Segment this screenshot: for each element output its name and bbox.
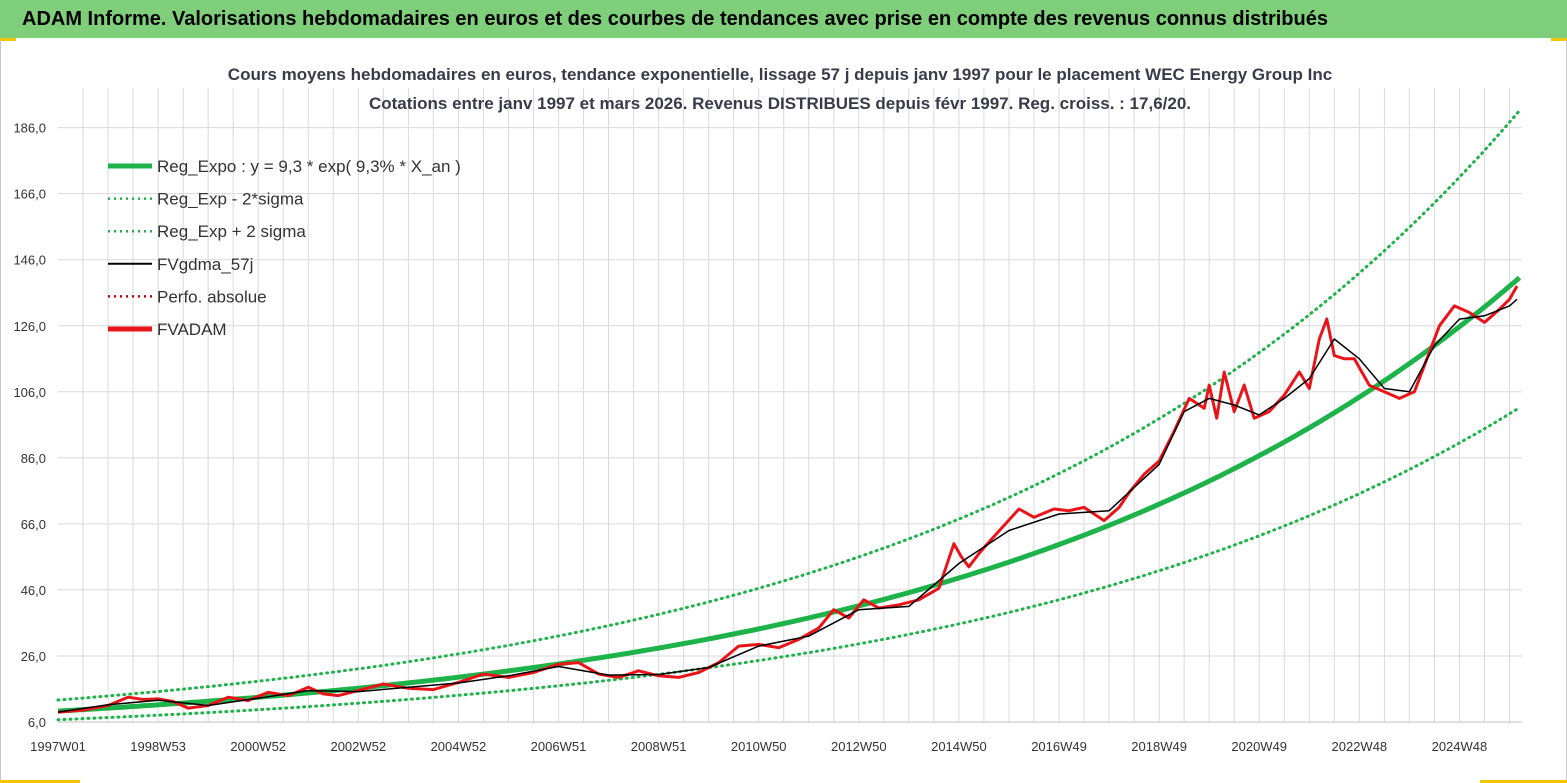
x-tick-label: 2000W52	[230, 739, 286, 754]
x-tick-label: 2012W50	[831, 739, 887, 754]
legend-label: Reg_Exp - 2*sigma	[157, 190, 304, 209]
x-tick-label: 2022W48	[1332, 739, 1388, 754]
y-tick-label: 6,0	[28, 715, 46, 730]
legend-label: FVADAM	[157, 320, 227, 339]
reg-exp-plus-2sigma-line	[56, 109, 1521, 702]
x-tick-label: 2014W50	[931, 739, 987, 754]
x-tick-label: 1998W53	[130, 739, 186, 754]
x-tick-labels: 1997W01 1998W53 2000W52 2002W52 2004W52 2006W…	[30, 739, 1487, 754]
legend-label: Reg_Exp + 2 sigma	[157, 222, 306, 241]
reg-exp-minus-2sigma-line	[56, 406, 1521, 722]
report-banner: ADAM Informe. Valorisations hebdomadaire…	[0, 0, 1567, 38]
fvgdma-57j-line	[57, 298, 1518, 713]
x-tick-label: 2006W51	[531, 739, 587, 754]
reg-expo-line	[57, 275, 1522, 714]
y-tick-label: 46,0	[21, 583, 46, 598]
banner-accent-right	[1551, 38, 1567, 41]
x-tick-label: 2008W51	[631, 739, 687, 754]
y-tick-label: 106,0	[13, 385, 46, 400]
footer-accent-left	[0, 780, 80, 783]
legend-label: Perfo. absolue	[157, 287, 267, 306]
x-tick-label: 2016W49	[1031, 739, 1087, 754]
y-tick-label: 166,0	[13, 187, 46, 202]
grid-lines	[58, 88, 1522, 723]
x-tick-label: 2002W52	[330, 739, 386, 754]
x-tick-label: 2020W49	[1231, 739, 1287, 754]
banner-accent-left	[0, 38, 16, 41]
legend-label: Reg_Expo : y = 9,3 * exp( 9,3% * X_an )	[157, 157, 461, 176]
x-tick-label: 2018W49	[1131, 739, 1187, 754]
x-tick-label: 1997W01	[30, 739, 86, 754]
x-tick-label: 2004W52	[431, 739, 487, 754]
y-tick-labels: 6,0 26,0 46,0 66,0 86,0 106,0 126,0 146,0 166,0 1…	[13, 121, 46, 730]
chart-title: Cours moyens hebdomadaires en euros, ten…	[228, 65, 1332, 84]
fvadam-line	[57, 285, 1519, 714]
y-tick-label: 146,0	[13, 253, 46, 268]
y-tick-label: 26,0	[21, 649, 46, 664]
legend: Reg_Expo : y = 9,3 * exp( 9,3% * X_an ) R…	[108, 157, 461, 339]
footer-accent-right	[1480, 780, 1567, 783]
y-tick-label: 186,0	[13, 121, 46, 136]
chart-subtitle: Cotations entre janv 1997 et mars 2026. …	[369, 94, 1191, 113]
report-title: ADAM Informe. Valorisations hebdomadaire…	[22, 8, 1328, 30]
y-tick-label: 86,0	[21, 451, 46, 466]
legend-label: FVgdma_57j	[157, 255, 253, 274]
series-lines	[56, 109, 1522, 722]
y-tick-label: 126,0	[13, 319, 46, 334]
y-tick-label: 66,0	[21, 517, 46, 532]
x-tick-label: 2010W50	[731, 739, 787, 754]
x-tick-label: 2024W48	[1432, 739, 1488, 754]
perfo-absolue-line	[57, 285, 1518, 713]
